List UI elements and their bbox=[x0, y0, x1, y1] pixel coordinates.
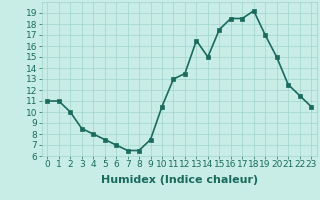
X-axis label: Humidex (Indice chaleur): Humidex (Indice chaleur) bbox=[100, 175, 258, 185]
